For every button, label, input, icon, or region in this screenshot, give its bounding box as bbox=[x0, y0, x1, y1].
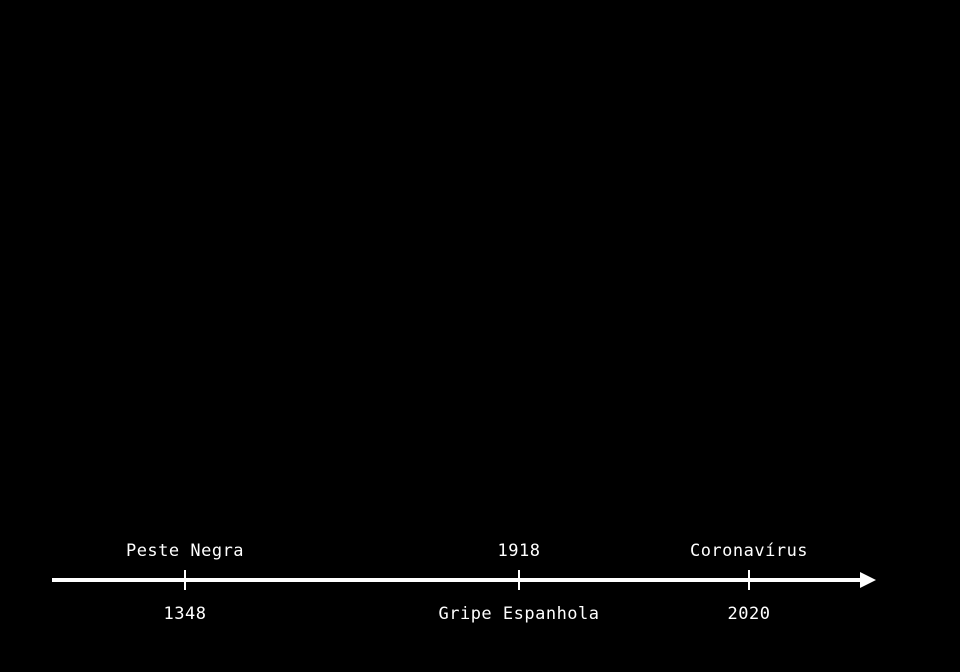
timeline-arrowhead bbox=[860, 572, 876, 588]
event-label-below: 1348 bbox=[164, 604, 207, 624]
event-label-above: Peste Negra bbox=[126, 541, 244, 561]
timeline-event-gripe-espanhola: 1918 Gripe Espanhola bbox=[438, 541, 599, 624]
timeline-event-coronavirus: Coronavírus 2020 bbox=[690, 541, 808, 624]
event-label-below: Gripe Espanhola bbox=[438, 604, 599, 624]
event-label-above: 1918 bbox=[498, 541, 541, 561]
timeline-event-peste-negra: Peste Negra 1348 bbox=[126, 541, 244, 624]
event-label-below: 2020 bbox=[728, 604, 771, 624]
event-label-above: Coronavírus bbox=[690, 541, 808, 561]
